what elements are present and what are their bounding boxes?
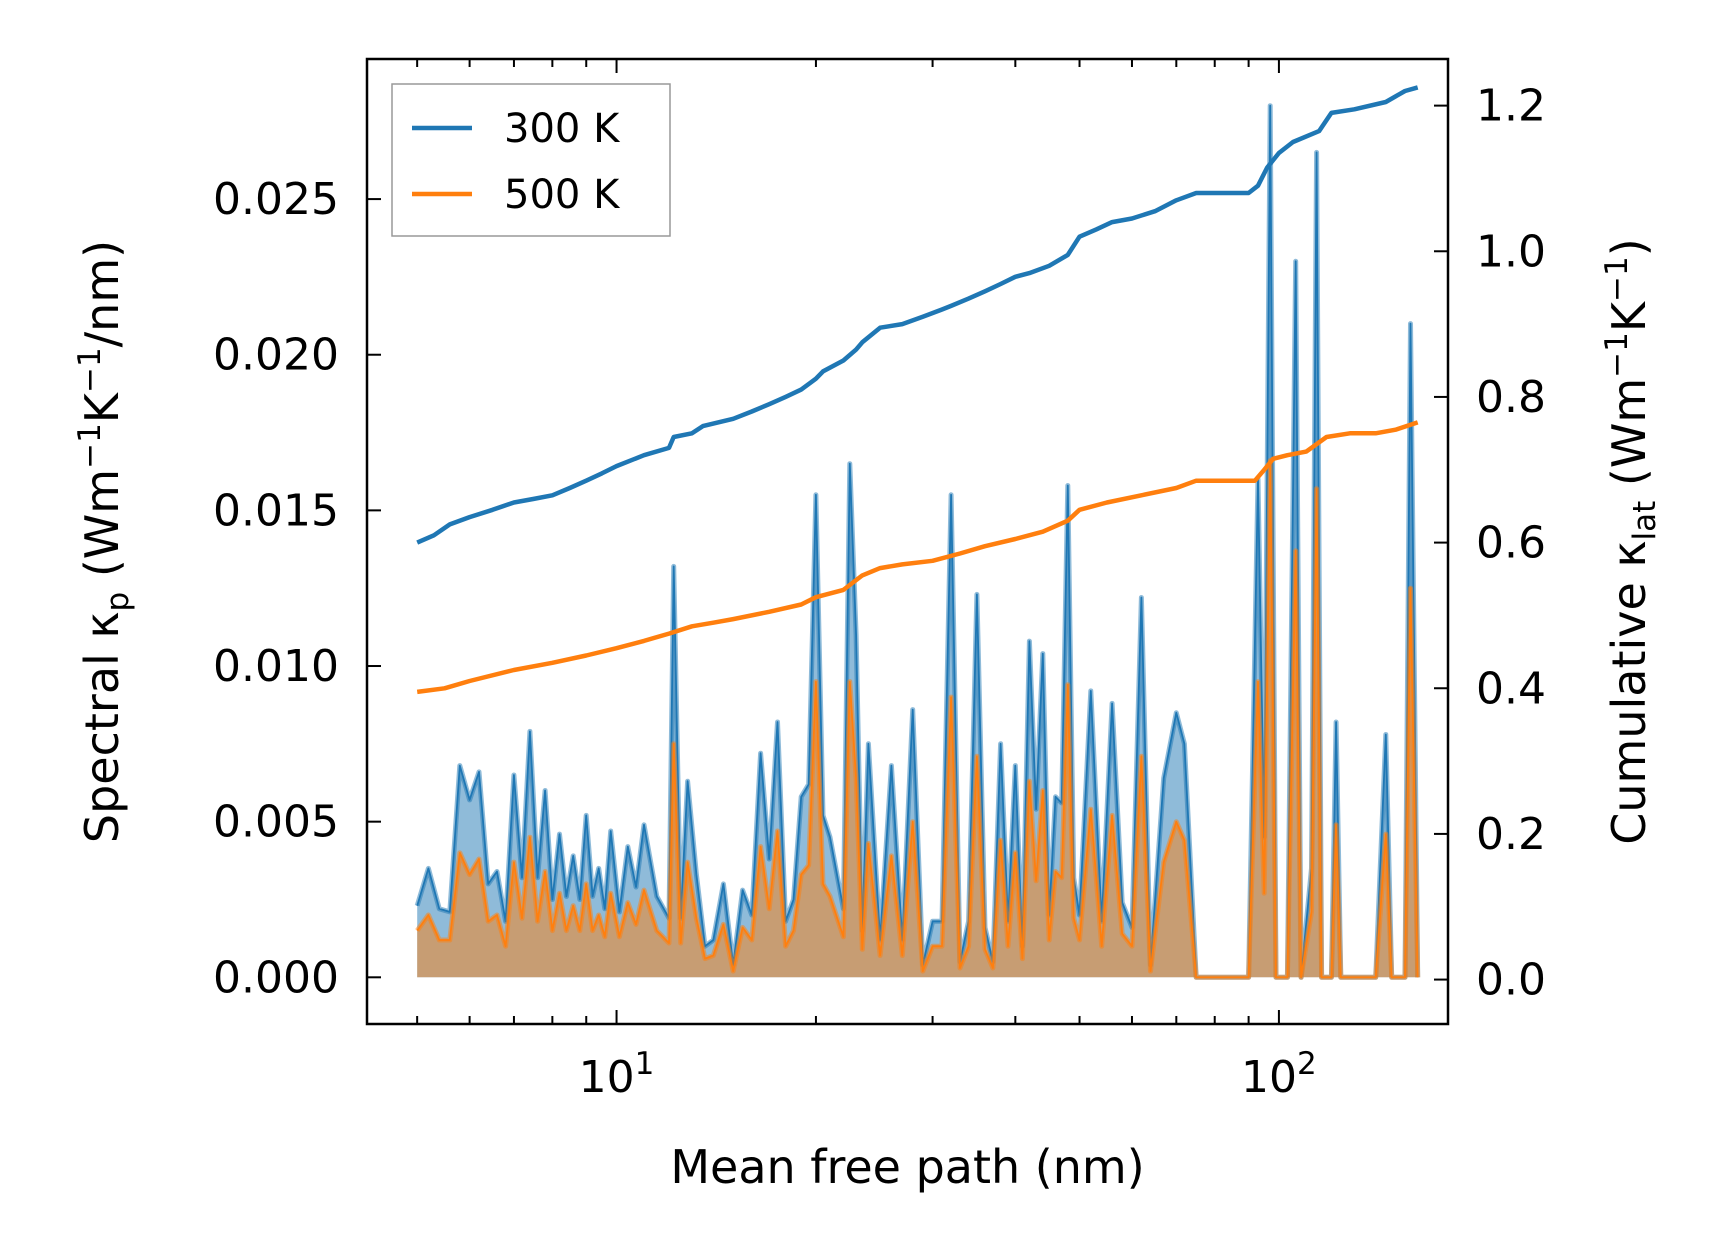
y-right-tick-label: 0.0: [1476, 955, 1546, 1006]
x-axis-label: Mean free path (nm): [670, 1140, 1144, 1194]
y-left-tick-label: 0.015: [213, 485, 339, 536]
y-left-tick-label: 0.000: [213, 952, 339, 1003]
spectral-line-500k: [416, 459, 1419, 979]
y-left-tick-label: 0.020: [213, 330, 339, 381]
y-left-tick-label: 0.010: [213, 641, 339, 692]
x-tick-label: 101: [579, 1046, 655, 1103]
y-left-tick-label: 0.005: [213, 797, 339, 848]
plot-frame: [365, 57, 1450, 1026]
y-right-tick-label: 0.2: [1476, 809, 1546, 860]
y-left-tick-label: 0.025: [213, 174, 339, 225]
y-right-tick-label: 0.6: [1476, 518, 1546, 569]
legend-box: [391, 83, 671, 237]
legend-label: 500 K: [504, 172, 621, 218]
x-tick-label: 102: [1241, 1046, 1317, 1103]
y-right-tick-label: 1.2: [1476, 81, 1546, 132]
cumulative-line-300k: [416, 85, 1419, 545]
y-right-tick-label: 0.8: [1476, 372, 1546, 423]
tick-layer: [367, 59, 1448, 1024]
cumulative-line-layer: [416, 85, 1419, 695]
y-left-axis-label: Spectral κp (Wm−1K−1/nm): [72, 240, 136, 843]
y-right-tick-label: 1.0: [1476, 226, 1546, 277]
y-right-tick-label: 0.4: [1476, 663, 1546, 714]
spectral-area-500k: [417, 460, 1418, 978]
y-right-axis-label: Cumulative κlat (Wm−1K−1): [1599, 238, 1663, 844]
spectral-fill-layer: [414, 103, 1421, 980]
cumulative-line-500k: [416, 420, 1419, 695]
legend: 300 K 500 K: [391, 83, 671, 237]
legend-label: 300 K: [504, 106, 621, 152]
axis-label-layer: 101 102 0.000 0.005 0.010 0.015 0.020 0.025 0.0 0…: [72, 81, 1663, 1194]
